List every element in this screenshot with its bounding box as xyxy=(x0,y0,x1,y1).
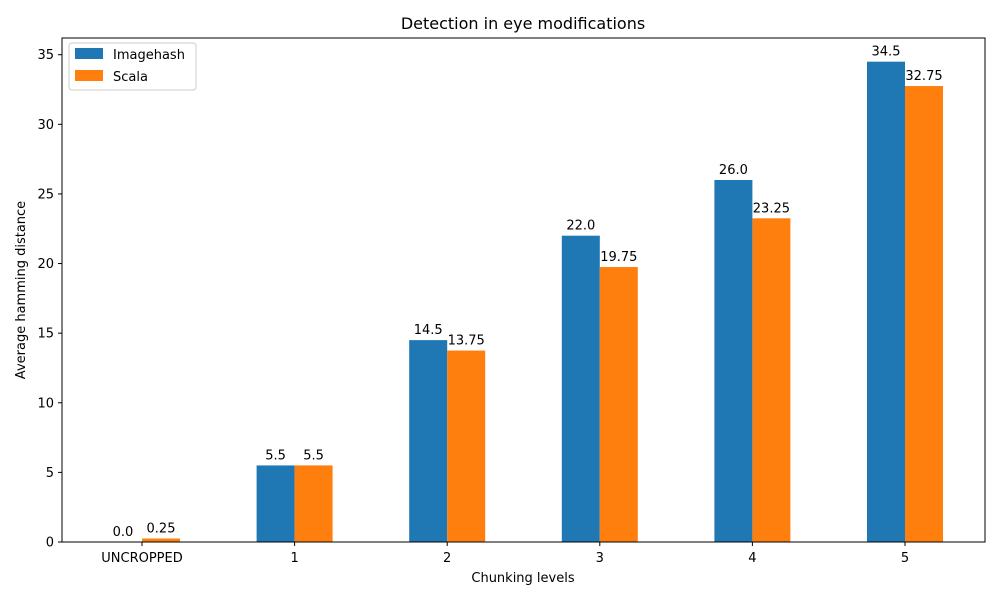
bar-imagehash-5 xyxy=(867,61,905,542)
legend: Imagehash Scala xyxy=(68,42,197,91)
y-tick-label: 30 xyxy=(37,118,54,133)
bar-imagehash-1 xyxy=(256,465,295,542)
bar-imagehash-4 xyxy=(714,180,753,542)
x-tick-label: 1 xyxy=(290,551,298,566)
x-tick-label: 3 xyxy=(596,551,604,566)
legend-swatch-scala xyxy=(75,70,103,81)
x-tick-label: 4 xyxy=(748,551,756,566)
y-tick-label: 20 xyxy=(37,257,54,272)
bar-scala-0 xyxy=(142,538,180,542)
bar-value-label: 13.75 xyxy=(448,334,485,349)
legend-label-scala: Scala xyxy=(113,70,148,85)
bar-value-label: 26.0 xyxy=(719,163,748,178)
bar-scala-1 xyxy=(294,465,333,542)
bar-scala-3 xyxy=(599,267,638,542)
y-tick-label: 35 xyxy=(37,48,54,63)
y-tick-label: 0 xyxy=(46,536,54,551)
y-tick-label: 10 xyxy=(37,396,54,411)
bar-value-label: 22.0 xyxy=(566,219,595,234)
bar-scala-2 xyxy=(447,350,486,542)
legend-swatch-imagehash xyxy=(75,48,103,59)
x-axis: UNCROPPED 1 2 3 4 5 xyxy=(101,542,909,566)
x-tick-label: 5 xyxy=(901,551,909,566)
y-axis-label: Average hamming distance xyxy=(14,201,29,379)
bar-value-label: 5.5 xyxy=(265,448,286,463)
bar-value-label: 0.25 xyxy=(147,522,176,537)
plot-frame xyxy=(61,37,986,543)
bar-value-label: 32.75 xyxy=(905,69,942,84)
chart-title: Detection in eye modifications xyxy=(401,14,645,33)
bar-value-label: 34.5 xyxy=(872,45,901,60)
bar-imagehash-2 xyxy=(409,340,448,542)
y-tick-label: 25 xyxy=(37,187,54,202)
y-tick-label: 5 xyxy=(46,466,54,481)
bar-value-label: 19.75 xyxy=(600,250,637,265)
bar-value-label: 23.25 xyxy=(753,201,790,216)
y-tick-label: 15 xyxy=(37,327,54,342)
x-axis-label: Chunking levels xyxy=(471,571,574,586)
bar-scala-4 xyxy=(752,218,791,542)
bar-imagehash-3 xyxy=(561,235,600,542)
bar-value-label: 0.0 xyxy=(113,525,134,540)
bar-scala-5 xyxy=(905,86,943,543)
x-tick-label: UNCROPPED xyxy=(101,551,183,566)
bar-value-label: 14.5 xyxy=(414,323,443,338)
bar-value-label: 5.5 xyxy=(303,448,324,463)
y-axis: 0 5 10 15 20 25 30 35 xyxy=(37,48,62,551)
x-tick-label: 2 xyxy=(443,551,451,566)
bars-group xyxy=(142,61,943,543)
bar-labels-group: 0.0 5.5 14.5 22.0 26.0 34.5 0.25 5.5 13.75 19.75 2… xyxy=(113,45,943,540)
legend-label-imagehash: Imagehash xyxy=(113,48,185,63)
